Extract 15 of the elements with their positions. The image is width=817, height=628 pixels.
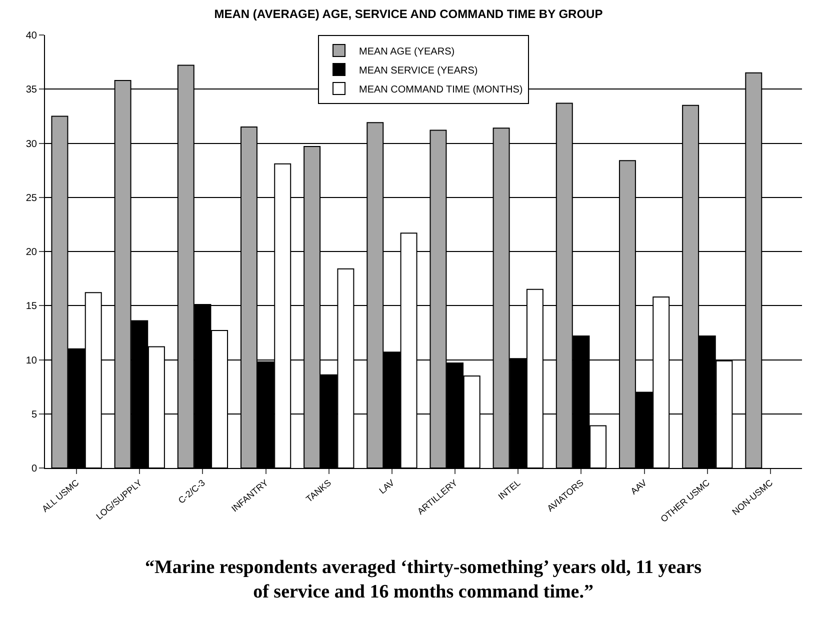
y-tick-label: 25: [26, 192, 38, 204]
legend-label: MEAN AGE (YEARS): [359, 46, 455, 58]
y-tick-label: 20: [26, 247, 38, 258]
legend-label: MEAN COMMAND TIME (MONTHS): [359, 84, 523, 96]
y-tick-label: 15: [26, 301, 38, 312]
y-tick-label: 0: [31, 464, 38, 474]
y-tick-label: 35: [26, 84, 38, 96]
y-tick-label: 10: [26, 355, 38, 366]
legend-label: MEAN SERVICE (YEARS): [359, 65, 478, 76]
y-tick-label: 5: [31, 409, 38, 420]
y-tick-label: 30: [26, 138, 38, 150]
x-tick-label: LAV: [377, 478, 396, 496]
chart-title: MEAN (AVERAGE) AGE, SERVICE AND COMMAND TIME BY GROUP: [214, 6, 603, 21]
y-tick-label: 40: [26, 30, 38, 42]
text: “Marine respondents averaged ‘thirty-something’ years old, 11 years of service and 16 months command time.”: [145, 557, 702, 603]
